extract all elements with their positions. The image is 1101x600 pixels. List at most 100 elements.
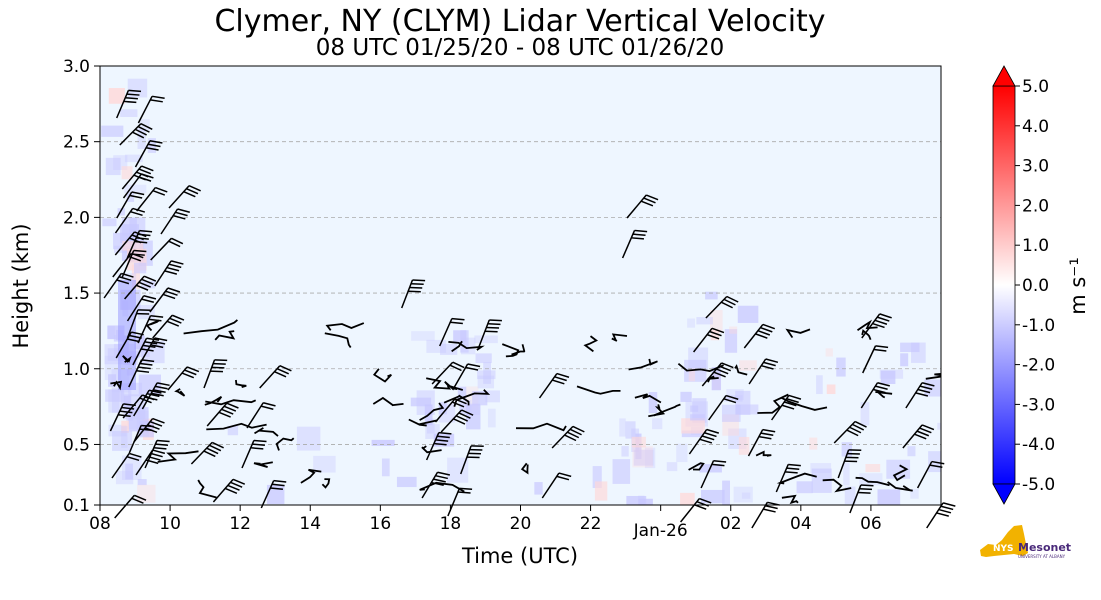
colorbar-label: m s⁻¹ [1066, 257, 1090, 315]
wind-barb [680, 497, 712, 523]
shading-cell [811, 468, 832, 493]
shading-cell [353, 504, 360, 505]
wind-barb [447, 487, 473, 517]
shading-cell [121, 166, 133, 180]
wind-barb [693, 327, 725, 353]
colorbar: 5.0 4.0 3.0 2.0 1.0 0.0 -1.0 -2.0 -3.0 -4.0 -5.0 m… [992, 65, 1090, 505]
colorbar-top-arrow [992, 65, 1016, 87]
wind-barb [421, 471, 451, 499]
x-tick-label: 10 [159, 514, 181, 534]
contour-line [321, 478, 331, 489]
wind-barb [902, 424, 935, 449]
chart-title: Clymer, NY (CLYM) Lidar Vertical Velocit… [214, 4, 826, 39]
shading-cell [900, 353, 909, 367]
wind-barb [926, 502, 956, 529]
shading-cell [136, 335, 146, 350]
shading-cell [816, 375, 823, 395]
wind-barb [150, 237, 184, 261]
wind-barb [748, 358, 779, 385]
shading-cell [721, 404, 741, 422]
wind-barb [837, 449, 862, 479]
wind-barb [688, 428, 720, 455]
contour-line [583, 335, 599, 353]
shading-cell [680, 492, 695, 505]
contour-line [856, 319, 878, 331]
wind-barb [401, 279, 426, 309]
contour-line [372, 368, 392, 383]
shading-cell [676, 443, 688, 463]
colorbar-gradient [992, 85, 1016, 485]
shading-cell [457, 386, 467, 399]
y-tick-label: 1.0 [63, 360, 90, 380]
contour-line [174, 388, 186, 397]
logo-subtext: UNIVERSITY AT ALBANY [1018, 554, 1066, 559]
shading-cell [619, 418, 626, 437]
shading-cell [687, 318, 696, 328]
colorbar-tick-label: -3.0 [1022, 395, 1055, 415]
contour-line [734, 364, 748, 376]
x-tick-label: 08 [89, 514, 111, 534]
wind-barb [121, 165, 154, 190]
contour-line [515, 422, 567, 432]
wind-barb [126, 295, 157, 322]
shading-cell [453, 330, 467, 342]
y-tick-label: 2.0 [63, 208, 90, 228]
shading-cell [133, 262, 147, 274]
y-tick-label: 1.5 [63, 284, 90, 304]
contour-line [419, 481, 465, 493]
shading-cell [625, 421, 636, 439]
shading-cell [726, 389, 744, 400]
contour-line [300, 468, 322, 484]
shading-cell [447, 457, 469, 483]
wind-barb [425, 431, 452, 461]
shading-cell [690, 414, 705, 421]
shading-cell [733, 486, 753, 503]
shading-cell [626, 495, 647, 505]
wind-barb [137, 314, 164, 344]
x-tick-label: Jan-26 [633, 521, 688, 541]
shading-cell [483, 362, 492, 384]
contour-line [822, 478, 852, 493]
shading-cell [809, 437, 818, 450]
shading-cell [865, 463, 881, 473]
wind-barb [128, 359, 155, 388]
wind-barb [160, 208, 190, 235]
shading-cell [841, 442, 853, 457]
contour-line [204, 395, 223, 406]
wind-barb [144, 439, 170, 469]
shading-cell [910, 489, 919, 499]
shading-cell [135, 345, 150, 358]
wind-barb [109, 403, 136, 432]
contour-line [235, 379, 247, 388]
wind-barb [440, 409, 474, 433]
shading-cell [137, 479, 147, 486]
wind-barb [114, 207, 146, 234]
shading-cell [724, 329, 738, 353]
shading-cell [127, 418, 144, 430]
shading-cell [736, 404, 759, 415]
shading-cell [137, 128, 146, 149]
shading-cell [690, 405, 699, 412]
shading-cell [631, 436, 646, 448]
contour-line [421, 445, 442, 454]
shading-cell [879, 369, 904, 379]
contour-line [254, 427, 279, 437]
shading-cell [688, 368, 696, 382]
shading-cell [681, 418, 705, 434]
chart-subtitle: 08 UTC 01/25/20 - 08 UTC 01/26/20 [315, 35, 725, 61]
y-tick-label: 2.5 [63, 133, 90, 153]
shading-cell [138, 374, 162, 395]
shading-cell [843, 462, 850, 486]
contour-line [501, 343, 520, 358]
wind-barb [260, 479, 287, 509]
contour-line [892, 464, 909, 482]
contour-line [206, 422, 267, 431]
shading-cell [131, 264, 141, 289]
wind-barb [126, 309, 151, 339]
shading-cell [825, 348, 833, 357]
y-tick-label: 0.5 [63, 435, 90, 455]
contour-line [157, 450, 199, 463]
shading-cell [127, 78, 148, 98]
wind-barb [708, 394, 739, 421]
